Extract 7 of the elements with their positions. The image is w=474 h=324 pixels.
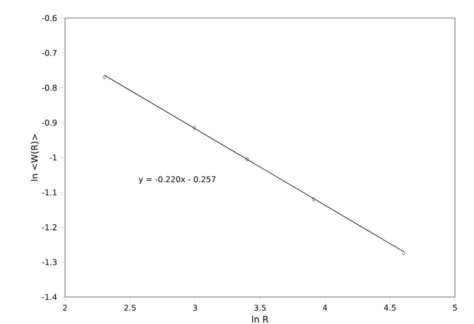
point: [402, 251, 406, 256]
y-axis-title: ln <W(R)>: [30, 134, 39, 181]
point: [192, 126, 196, 130]
point: [102, 75, 106, 80]
x-axis-title: ln R: [252, 316, 268, 322]
point: [245, 157, 249, 162]
point: [312, 197, 316, 202]
